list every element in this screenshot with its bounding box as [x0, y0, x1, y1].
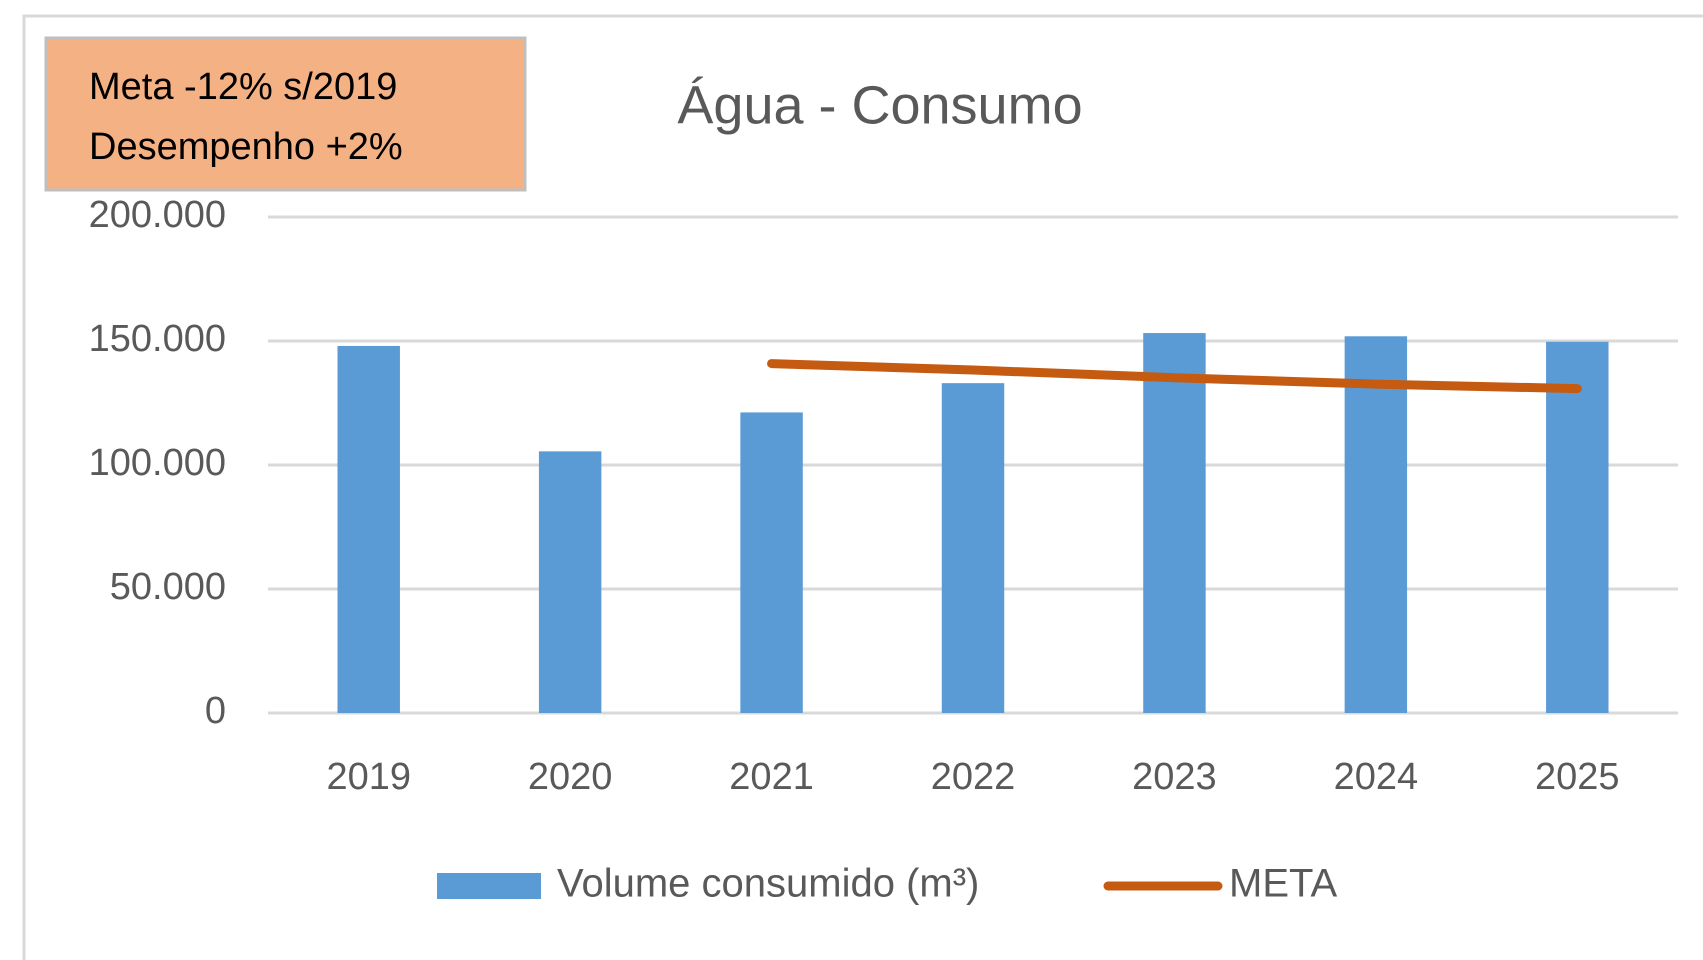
bar [941, 383, 1005, 713]
bar [1546, 341, 1609, 713]
chart-title: Água - Consumo [677, 75, 1082, 135]
y-tick-label: 100.000 [89, 442, 226, 484]
annotation: Meta -12% s/2019 [89, 66, 397, 108]
bar [337, 345, 400, 713]
chart-border [22, 14, 1703, 960]
y-tick-label: 200.000 [89, 194, 226, 236]
legend-label: META [1229, 862, 1337, 906]
y-tick-label: 50.000 [110, 566, 226, 608]
x-tick-label: 2019 [326, 756, 411, 798]
x-tick-label: 2023 [1132, 756, 1217, 798]
x-tick-label: 2025 [1535, 756, 1620, 798]
y-tick-label: 150.000 [89, 318, 226, 360]
legend-label: Volume consumido (m³) [557, 862, 979, 906]
bar [740, 412, 803, 713]
line [767, 359, 1582, 394]
x-tick-label: 2020 [528, 756, 613, 798]
bar [1143, 333, 1206, 713]
x-tick-label: 2021 [729, 756, 814, 798]
annotation: Desempenho +2% [89, 126, 403, 168]
bar [538, 451, 602, 713]
annotation-box [44, 36, 527, 192]
bar [1344, 336, 1408, 713]
x-tick-label: 2022 [931, 756, 1016, 798]
x-tick-label: 2024 [1334, 756, 1419, 798]
legend-swatch [437, 873, 541, 899]
y-tick-label: 0 [205, 690, 226, 732]
